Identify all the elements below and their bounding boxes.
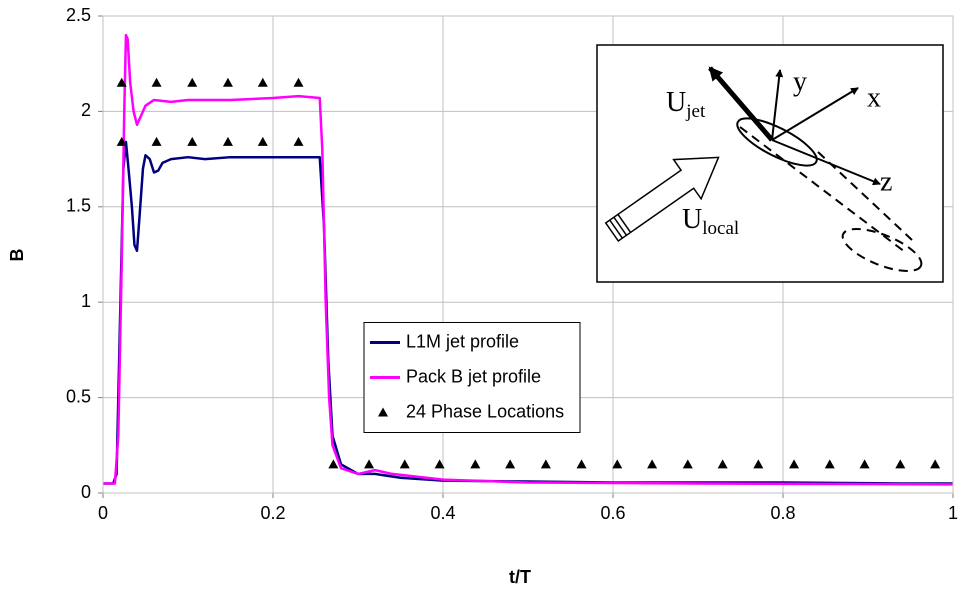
phase-marker: [682, 459, 693, 469]
jet-ellipse: [736, 117, 818, 167]
inset-label: x: [867, 82, 881, 113]
phase-marker: [930, 459, 941, 469]
phase-marker: [222, 136, 233, 146]
phase-marker: [753, 459, 764, 469]
phase-marker: [151, 77, 162, 87]
y-tick-label: 0: [81, 482, 91, 502]
legend-label: L1M jet profile: [406, 331, 519, 351]
inset-label-sub: local: [702, 218, 739, 239]
phase-marker: [222, 77, 233, 87]
x-tick-label: 0.4: [430, 503, 455, 523]
phase-marker: [647, 459, 658, 469]
jet-arrow: [708, 66, 774, 142]
phase-marker: [293, 77, 304, 87]
phase-marker: [789, 459, 800, 469]
inset-label: Ujet: [666, 87, 706, 122]
inset-diagram: y x z Ujet Ulocal: [596, 44, 944, 283]
inset-label-base: U: [682, 204, 702, 235]
x-tick-label: 0.8: [770, 503, 795, 523]
y-tick-label: 1.5: [66, 196, 91, 216]
inset-frame: [596, 44, 944, 283]
phase-marker: [257, 77, 268, 87]
x-axis-label: t/T: [509, 567, 531, 587]
phase-marker: [505, 459, 516, 469]
phase-marker: [540, 459, 551, 469]
inset-label-base: U: [666, 87, 686, 118]
y-axis-label: B: [7, 249, 27, 262]
phase-marker: [612, 459, 623, 469]
dashed-ellipse: [841, 228, 923, 272]
y-tick-label: 2.5: [66, 5, 91, 25]
phase-marker: [257, 136, 268, 146]
phase-marker: [116, 136, 127, 146]
phase-marker: [717, 459, 728, 469]
phase-marker: [151, 136, 162, 146]
y-tick-label: 1: [81, 291, 91, 311]
inset-label: Ulocal: [682, 204, 739, 239]
inset-label: y: [793, 66, 807, 97]
line-series: [103, 33, 954, 486]
phase-marker: [187, 77, 198, 87]
phase-marker: [116, 77, 127, 87]
x-tick-label: 0: [98, 503, 108, 523]
x-tick-label: 0.2: [260, 503, 285, 523]
dashed-edge: [739, 126, 906, 253]
legend-label: 24 Phase Locations: [406, 401, 564, 421]
line-series: [103, 140, 953, 485]
local-flow-arrow: [604, 156, 720, 243]
inset-label-sub: jet: [685, 101, 706, 122]
x-tick-label: 1: [948, 503, 958, 523]
dashed-edge: [817, 151, 913, 241]
phase-marker: [895, 459, 906, 469]
y-tick-label: 0.5: [66, 386, 91, 406]
phase-marker: [824, 459, 835, 469]
y-tick-label: 2: [81, 100, 91, 120]
y-arrow: [771, 69, 784, 141]
x-tick-label: 0.6: [600, 503, 625, 523]
phase-marker: [576, 459, 587, 469]
legend-label: Pack B jet profile: [406, 366, 541, 386]
z-arrow: [771, 139, 881, 186]
phase-marker: [434, 459, 445, 469]
phase-marker: [364, 459, 375, 469]
phase-marker: [293, 136, 304, 146]
phase-marker: [399, 459, 410, 469]
legend: L1M jet profile Pack B jet profile 24 Phas…: [363, 322, 581, 433]
phase-marker: [328, 459, 339, 469]
x-arrow: [771, 87, 859, 141]
plot-frame: [102, 15, 954, 494]
phase-marker: [187, 136, 198, 146]
inset-label: z: [880, 166, 892, 197]
phase-marker: [859, 459, 870, 469]
legend-key: [378, 407, 388, 417]
phase-marker: [470, 459, 481, 469]
